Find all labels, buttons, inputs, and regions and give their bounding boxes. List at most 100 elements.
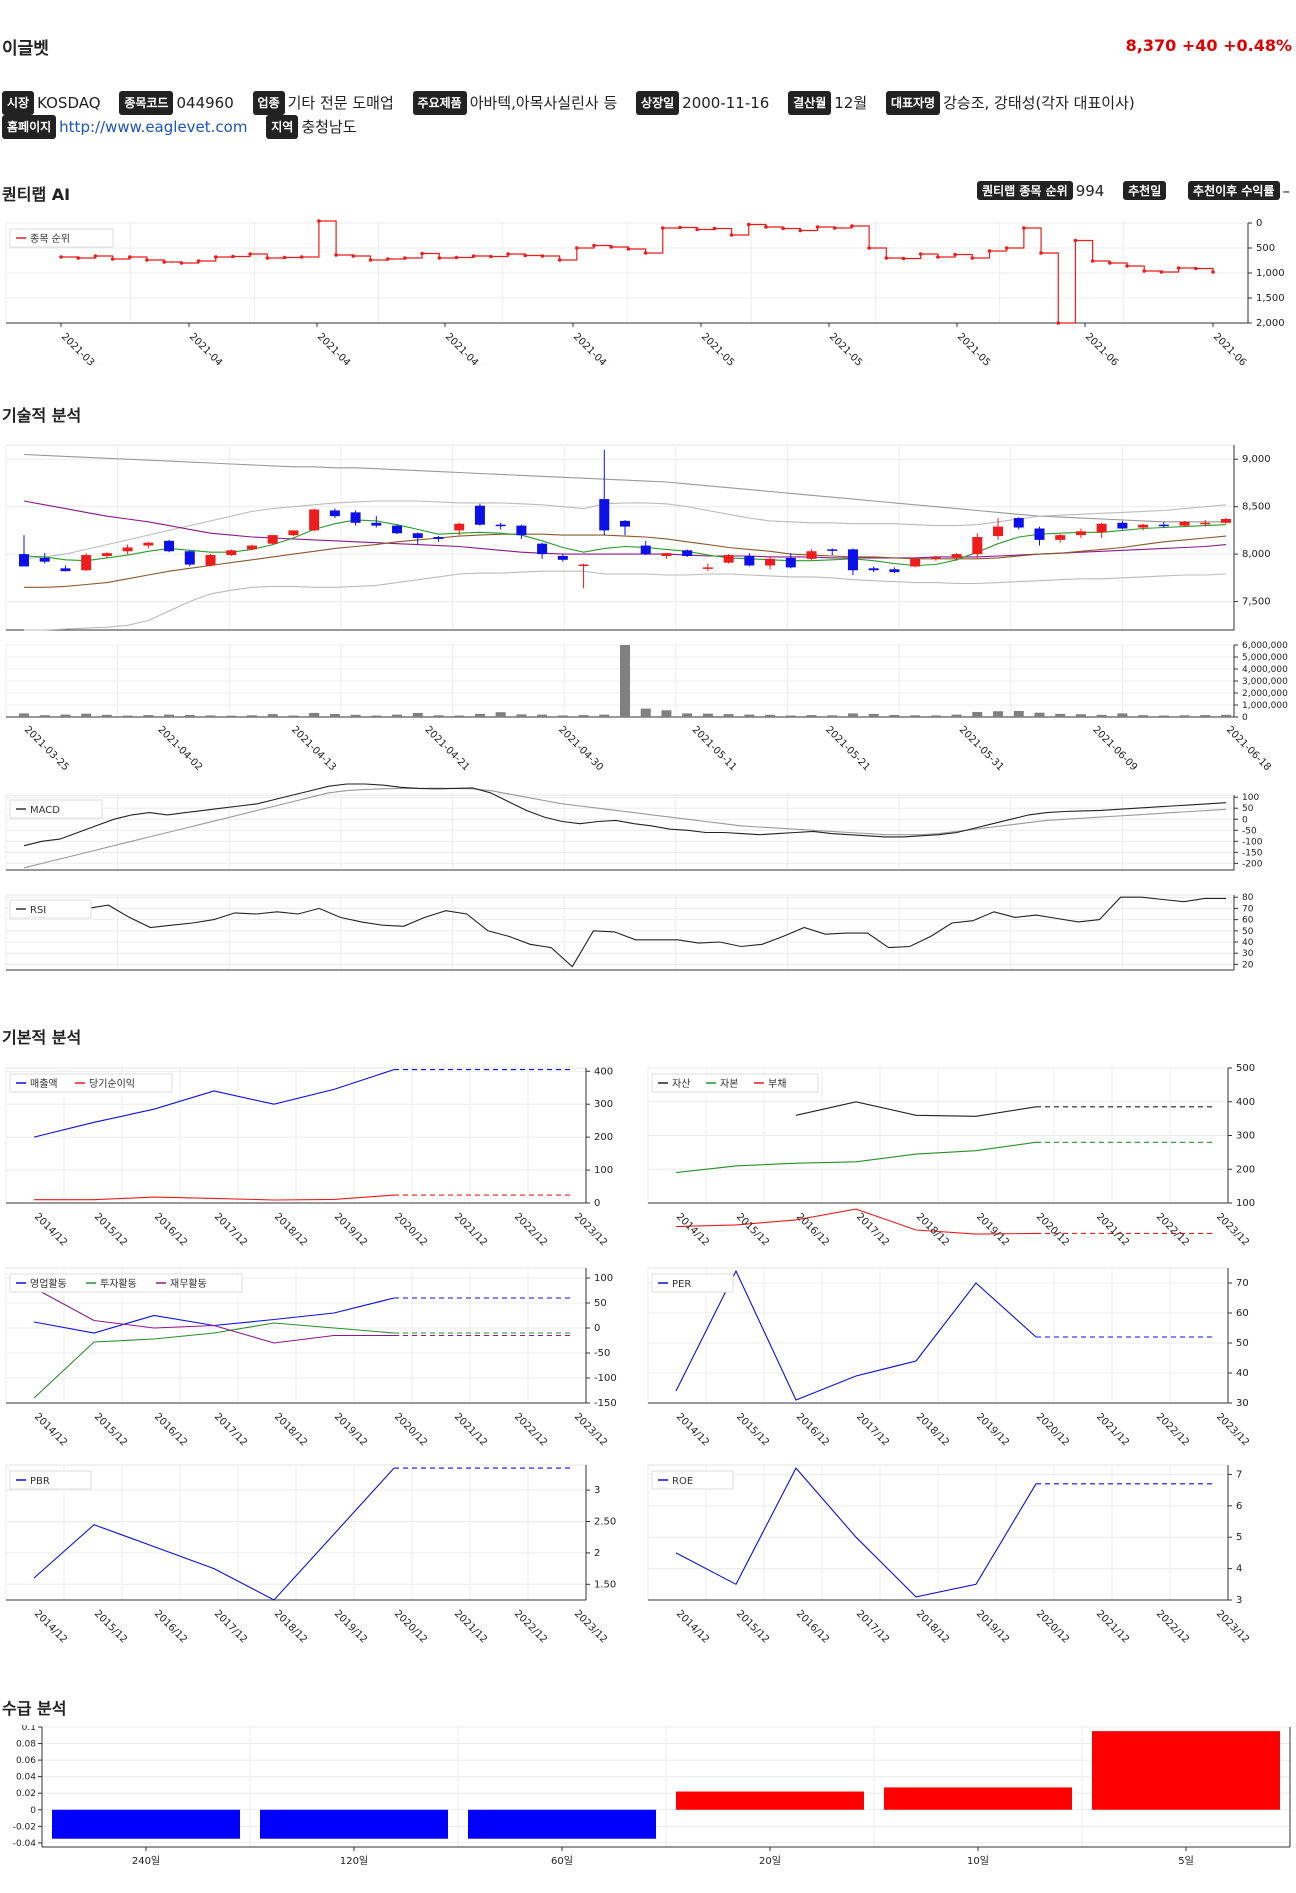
- year-label: 2016/12: [152, 1211, 189, 1248]
- candle-body: [205, 555, 216, 566]
- rank-point: [557, 258, 562, 262]
- series-line: [795, 1101, 1037, 1117]
- rank-point: [299, 255, 304, 259]
- macd-line: [23, 783, 1227, 847]
- volume-bar: [827, 715, 838, 717]
- y-tick-label: 9,000: [1242, 454, 1271, 465]
- candle-body: [1200, 522, 1211, 525]
- year-label: 2017/12: [212, 1411, 249, 1448]
- rank-point: [729, 233, 734, 237]
- volume-bar: [164, 714, 175, 717]
- year-label: 2021/12: [1094, 1211, 1131, 1248]
- y-tick-label: 80: [1242, 893, 1254, 903]
- year-label: 2015/12: [734, 1411, 771, 1448]
- y-tick-label: 5,000,000: [1242, 653, 1288, 663]
- candle-body: [723, 555, 734, 563]
- series-line: [33, 1322, 395, 1399]
- y-tick-label: 4,000,000: [1242, 665, 1288, 675]
- volume-bar: [454, 715, 465, 717]
- rank-point: [936, 255, 940, 259]
- y-tick-label: 60: [1242, 916, 1254, 926]
- plot-area: [5, 794, 1235, 871]
- bollinger-upper-line: [23, 500, 1227, 560]
- candle-body: [1117, 522, 1128, 529]
- candle-body: [412, 533, 423, 538]
- y-tick-label: 200: [1236, 1164, 1255, 1175]
- legend-label: 영업활동: [30, 1277, 67, 1290]
- year-label: 2018/12: [272, 1411, 309, 1448]
- candle-body: [1221, 519, 1231, 523]
- volume-bar: [1096, 714, 1107, 717]
- volume-bar: [516, 714, 527, 717]
- volume-bar: [1179, 715, 1190, 717]
- candle-body: [578, 564, 589, 567]
- rank-point: [1004, 246, 1009, 250]
- candle-body: [495, 524, 506, 527]
- candle-body: [19, 554, 29, 567]
- legend-label: RSI: [30, 905, 46, 916]
- rank-point: [1056, 321, 1061, 325]
- y-tick-label: -100: [594, 1373, 617, 1384]
- year-label: 2021/12: [452, 1211, 489, 1248]
- volume-bar: [350, 714, 361, 717]
- volume-bar: [972, 711, 983, 717]
- candle-body: [785, 557, 796, 568]
- y-tick-label: 6: [1236, 1501, 1242, 1512]
- volume-bar: [81, 713, 92, 717]
- volume-bar: [184, 714, 195, 717]
- rank-point: [626, 247, 631, 251]
- y-tick-label: 100: [1236, 1198, 1255, 1209]
- rank-point: [265, 256, 270, 260]
- period-label: 120일: [340, 1855, 368, 1867]
- candle-body: [1158, 524, 1169, 527]
- candle-body: [39, 557, 50, 562]
- rank-point: [351, 254, 356, 258]
- legend-box: [9, 1273, 243, 1293]
- y-tick-label: -200: [1242, 859, 1263, 869]
- sector-value: 기타 전문 도매업: [287, 94, 394, 112]
- period-label: 20일: [759, 1855, 781, 1867]
- candle-body: [143, 542, 154, 546]
- year-label: 2018/12: [914, 1608, 951, 1645]
- sector-tag: 업종: [252, 91, 285, 115]
- date-label: 2021-04-30: [571, 331, 620, 365]
- rank-point: [1176, 266, 1181, 270]
- volume-bar: [537, 714, 548, 717]
- date-label: 2021-04-21: [443, 331, 492, 365]
- candle-body: [930, 556, 941, 559]
- rank-point: [196, 259, 201, 263]
- y-tick-label: 50: [1242, 927, 1254, 937]
- candle-body: [765, 558, 776, 566]
- y-tick-label: -150: [594, 1398, 617, 1409]
- volume-bar: [101, 714, 112, 717]
- rank-point: [781, 226, 785, 231]
- candle-body: [267, 535, 278, 544]
- legend-label: PER: [672, 1279, 691, 1290]
- y-tick-label: 0.08: [16, 1740, 36, 1750]
- candle-body: [702, 567, 713, 569]
- y-tick-label: 0: [594, 1198, 600, 1209]
- y-tick-label: 1.50: [594, 1579, 616, 1590]
- y-tick-label: 6,000,000: [1242, 641, 1288, 651]
- legend-box: [651, 1073, 819, 1093]
- volume-bar: [620, 645, 630, 717]
- rank-point: [815, 225, 820, 229]
- candle-body: [640, 545, 651, 555]
- rank-point: [1073, 238, 1078, 243]
- candle-body: [1179, 521, 1190, 526]
- series-line: [675, 1141, 1037, 1174]
- year-label: 2014/12: [674, 1211, 711, 1248]
- y-tick-label: 8,500: [1242, 502, 1271, 513]
- rank-point: [231, 254, 235, 259]
- year-label: 2022/12: [1154, 1608, 1191, 1645]
- return-tag: 추천이후 수익률: [1188, 181, 1280, 200]
- rank-point: [884, 256, 889, 260]
- y-tick-label: 500: [1236, 1063, 1255, 1074]
- rank-point: [1211, 270, 1215, 274]
- rank-point: [1022, 226, 1026, 230]
- candle-body: [433, 537, 444, 539]
- ma120-line: [23, 453, 1226, 523]
- homepage-link[interactable]: http://www.eaglevet.com: [59, 118, 248, 136]
- y-tick-label: 0.02: [16, 1789, 36, 1799]
